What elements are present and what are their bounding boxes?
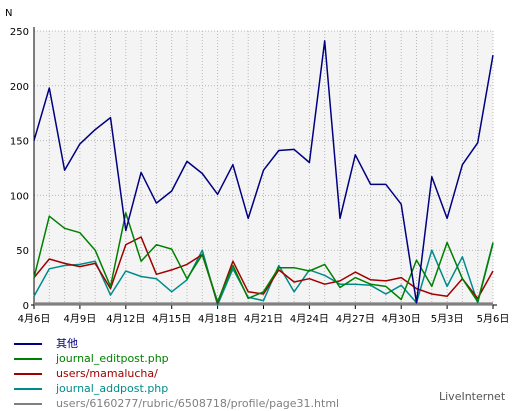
x-tick-label: 4月27日 — [336, 313, 375, 325]
x-tick-label: 4月24日 — [290, 313, 329, 325]
x-tick-label: 4月18日 — [198, 313, 237, 325]
legend-swatch — [14, 373, 42, 375]
legend-label: journal_addpost.php — [56, 382, 169, 395]
x-tick-label: 5月3日 — [431, 313, 464, 325]
legend-label: users/6160277/rubric/6508718/profile/pag… — [56, 397, 340, 410]
y-tick-label: 200 — [10, 82, 29, 93]
legend-item: users/mamalucha/ — [14, 366, 434, 381]
x-tick-label: 4月15日 — [152, 313, 191, 325]
legend-item: journal_editpost.php — [14, 351, 434, 366]
x-tick-label: 4月9日 — [64, 313, 97, 325]
y-tick-label: 100 — [10, 191, 29, 202]
series-line — [33, 212, 494, 303]
legend-swatch — [14, 358, 42, 360]
y-tick-label: 150 — [10, 137, 29, 148]
y-tick-label: 250 — [10, 27, 29, 38]
legend-label: 其他 — [56, 337, 78, 350]
legend-swatch — [14, 403, 42, 405]
y-axis-label: N — [5, 8, 12, 19]
credit-text: LiveInternet — [439, 390, 506, 403]
series-line — [33, 236, 494, 304]
x-tick-label: 5月6日 — [477, 313, 510, 325]
series-line — [33, 40, 494, 304]
y-tick-label: 0 — [23, 301, 29, 312]
plot-background — [34, 31, 493, 305]
legend-item: 其他 — [14, 336, 434, 351]
legend-label: journal_editpost.php — [56, 352, 169, 365]
legend-label: users/mamalucha/ — [56, 367, 158, 380]
series-lines — [33, 40, 494, 306]
legend-swatch — [14, 388, 42, 390]
legend-item: users/6160277/rubric/6508718/profile/pag… — [14, 396, 434, 411]
legend-swatch — [14, 343, 42, 345]
x-tick-label: 4月6日 — [18, 313, 51, 325]
x-tick-label: 4月12日 — [106, 313, 145, 325]
x-tick-label: 4月30日 — [382, 313, 421, 325]
legend-item: journal_addpost.php — [14, 381, 434, 396]
tick-labels: 0 50 100 150 200 250 N 4月6日 4月9日 4月12日 4月15日 4月18日 4… — [5, 8, 509, 325]
line-chart: 0 50 100 150 200 250 N 4月6日 4月9日 4月12日 4月15日 4月18日 4… — [5, 8, 509, 325]
grid — [33, 30, 494, 306]
y-tick-label: 50 — [16, 246, 29, 257]
x-tick-label: 4月21日 — [244, 313, 283, 325]
legend: 其他 journal_editpost.php users/mamalucha/jo… — [14, 336, 434, 411]
